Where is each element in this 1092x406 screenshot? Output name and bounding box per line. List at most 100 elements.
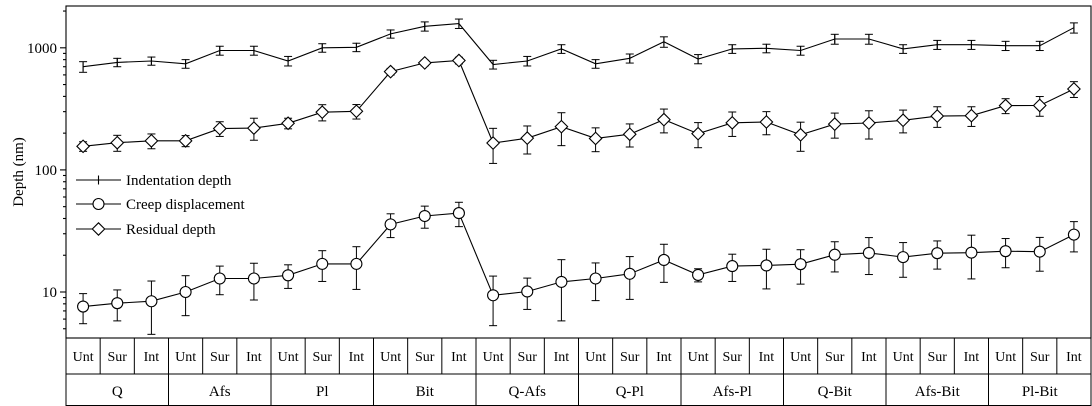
data-point: [828, 248, 841, 261]
subcategory-label: Unt: [380, 350, 401, 365]
subcategory-label: Int: [451, 350, 467, 365]
data-point: [657, 253, 670, 267]
data-point: [656, 112, 671, 127]
subcategory-label: Sur: [518, 350, 538, 365]
data-point: [350, 257, 363, 270]
subcategory-label: Int: [1066, 350, 1082, 365]
data-point: [794, 258, 807, 271]
data-point: [861, 116, 876, 131]
data-point: [692, 268, 705, 281]
group-label: Afs-Pl: [713, 384, 752, 400]
subcategory-label: Unt: [585, 350, 606, 365]
data-point: [451, 53, 466, 68]
subcategory-label: Sur: [723, 350, 743, 365]
data-point: [452, 207, 465, 220]
data-point: [760, 259, 773, 272]
data-point: [827, 117, 842, 132]
data-point: [316, 257, 329, 270]
subcategory-label: Unt: [790, 350, 811, 365]
data-point: [554, 119, 569, 134]
data-point: [588, 131, 603, 146]
subcategory-label: Unt: [995, 350, 1016, 365]
subcategory-label: Sur: [415, 350, 435, 365]
subcategory-label: Sur: [928, 350, 948, 365]
data-point: [589, 272, 602, 285]
y-axis-label: Depth (nm): [11, 137, 27, 207]
data-point: [144, 133, 159, 148]
data-point: [555, 275, 568, 288]
data-point: [1067, 228, 1080, 241]
subcategory-label: Int: [144, 350, 160, 365]
data-point: [897, 251, 910, 264]
data-point: [725, 115, 740, 130]
data-point: [896, 113, 911, 128]
data-point: [247, 272, 260, 285]
data-point: [759, 114, 774, 129]
subcategory-label: Int: [656, 350, 672, 365]
series-layer: [76, 18, 1081, 335]
group-label: Q-Bit: [818, 384, 853, 400]
subcategory-label: Int: [554, 350, 570, 365]
subcategory-label: Unt: [73, 350, 94, 365]
group-label: Afs: [209, 384, 231, 400]
data-point: [212, 121, 227, 136]
subcategory-label: Unt: [893, 350, 914, 365]
data-point: [384, 218, 397, 231]
subcategory-label: Unt: [688, 350, 709, 365]
legend-label: Creep displacement: [126, 197, 246, 213]
data-point: [623, 267, 636, 280]
subcategory-label: Sur: [313, 350, 333, 365]
data-point: [349, 104, 364, 119]
series-diamond: [76, 53, 1081, 164]
legend-marker: [92, 197, 105, 211]
subcategory-label: Int: [759, 350, 775, 365]
data-point: [965, 246, 978, 259]
subcategory-label: Sur: [108, 350, 128, 365]
data-point: [998, 98, 1013, 113]
data-point: [417, 55, 432, 70]
series-line: [83, 212, 1075, 308]
subcategory-label: Int: [349, 350, 365, 365]
data-point: [1032, 98, 1047, 113]
data-point: [76, 139, 91, 154]
data-point: [999, 245, 1012, 258]
subcategory-label: Sur: [825, 350, 845, 365]
legend-label: Indentation depth: [126, 173, 232, 189]
data-point: [726, 260, 739, 273]
data-point: [691, 126, 706, 141]
data-point: [282, 269, 295, 282]
y-tick-label: 10: [42, 285, 57, 301]
group-label: Q-Pl: [616, 384, 644, 400]
subcategory-label: Sur: [1030, 350, 1050, 365]
data-point: [213, 272, 226, 285]
subcategory-label: Sur: [210, 350, 230, 365]
group-label: Afs-Bit: [915, 384, 961, 400]
subcategory-label: Int: [964, 350, 980, 365]
data-point: [418, 209, 431, 223]
group-label: Pl-Bit: [1022, 384, 1059, 400]
y-tick-label: 1000: [27, 41, 57, 57]
series-tick: [79, 18, 1078, 73]
data-point: [178, 133, 193, 148]
data-point: [793, 127, 808, 142]
subcategory-label: Unt: [278, 350, 299, 365]
subcategory-label: Int: [861, 350, 877, 365]
data-point: [1033, 245, 1046, 258]
data-point: [246, 121, 261, 136]
data-point: [521, 285, 534, 298]
data-point: [110, 135, 125, 150]
category-table: Unt Sur Int Unt Sur Int Unt Sur Int Unt Sur Int Unt S…: [65, 338, 1092, 406]
data-point: [179, 285, 192, 299]
subcategory-label: Unt: [175, 350, 196, 365]
data-point: [111, 297, 124, 310]
data-point: [145, 295, 158, 308]
data-point: [486, 136, 501, 151]
group-label: Pl: [316, 384, 329, 400]
data-point: [281, 116, 296, 131]
series-line: [83, 23, 1075, 68]
y-tick-label: 100: [35, 163, 58, 179]
legend-marker: [91, 222, 106, 236]
data-point: [930, 109, 945, 124]
subcategory-label: Sur: [620, 350, 640, 365]
